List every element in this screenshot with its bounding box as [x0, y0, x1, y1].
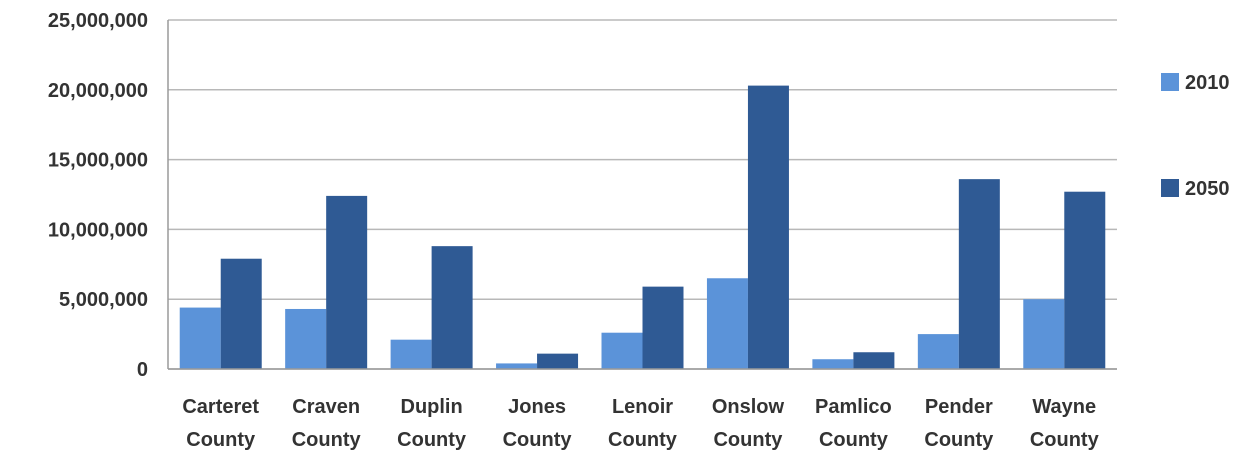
y-tick-label: 10,000,000: [48, 219, 148, 241]
bars: [179, 85, 1106, 369]
x-tick-label: Jones: [508, 396, 566, 418]
bar-2050-8: [1064, 191, 1106, 369]
bar-2010-7: [917, 334, 959, 369]
bar-2050-4: [642, 286, 684, 369]
x-tick-label: Pender: [925, 396, 993, 418]
x-tick-label: Pamlico: [815, 396, 892, 418]
bar-2010-0: [179, 307, 221, 369]
x-tick-label: County: [819, 429, 889, 451]
y-axis-tick-labels: 0 5,000,000 10,000,000 15,000,000 20,000,000…: [48, 10, 148, 381]
y-tick-label: 20,000,000: [48, 80, 148, 102]
bar-2010-1: [285, 308, 327, 369]
x-tick-label: Duplin: [401, 396, 463, 418]
bar-2050-6: [853, 352, 895, 369]
bar-2010-6: [812, 359, 854, 369]
y-tick-label: 5,000,000: [59, 289, 148, 311]
x-tick-label: Lenoir: [612, 396, 673, 418]
x-tick-label: County: [186, 429, 256, 451]
bar-2010-3: [496, 363, 538, 369]
axes: [167, 20, 1117, 370]
bar-2010-4: [601, 332, 643, 369]
x-tick-label: County: [1030, 429, 1100, 451]
x-tick-label: County: [292, 429, 362, 451]
legend-swatch-2050: [1161, 179, 1179, 197]
x-tick-label: County: [924, 429, 994, 451]
x-tick-label: County: [397, 429, 467, 451]
y-tick-label: 0: [137, 359, 148, 381]
x-tick-label: County: [713, 429, 783, 451]
x-axis-tick-labels: Carteret County Craven County Duplin County Jo…: [182, 396, 1099, 451]
bar-2010-8: [1023, 299, 1065, 369]
x-tick-label: County: [503, 429, 573, 451]
legend-label-2050: 2050: [1185, 178, 1230, 200]
bar-2010-5: [706, 278, 748, 369]
x-tick-label: Onslow: [712, 396, 785, 418]
bar-2050-1: [326, 195, 368, 369]
bar-2050-2: [431, 246, 473, 369]
y-tick-label: 15,000,000: [48, 150, 148, 172]
legend: 2010 2050: [1161, 72, 1230, 200]
bar-2050-3: [537, 353, 579, 369]
x-tick-label: County: [608, 429, 678, 451]
x-tick-label: Carteret: [182, 396, 259, 418]
bar-2050-7: [958, 179, 1000, 369]
bar-2010-2: [390, 339, 432, 369]
bar-2050-0: [220, 258, 262, 369]
x-tick-label: Craven: [292, 396, 360, 418]
x-tick-label: Wayne: [1032, 396, 1096, 418]
bar-2050-5: [747, 85, 789, 369]
legend-label-2010: 2010: [1185, 72, 1230, 94]
legend-swatch-2010: [1161, 73, 1179, 91]
y-tick-label: 25,000,000: [48, 10, 148, 32]
